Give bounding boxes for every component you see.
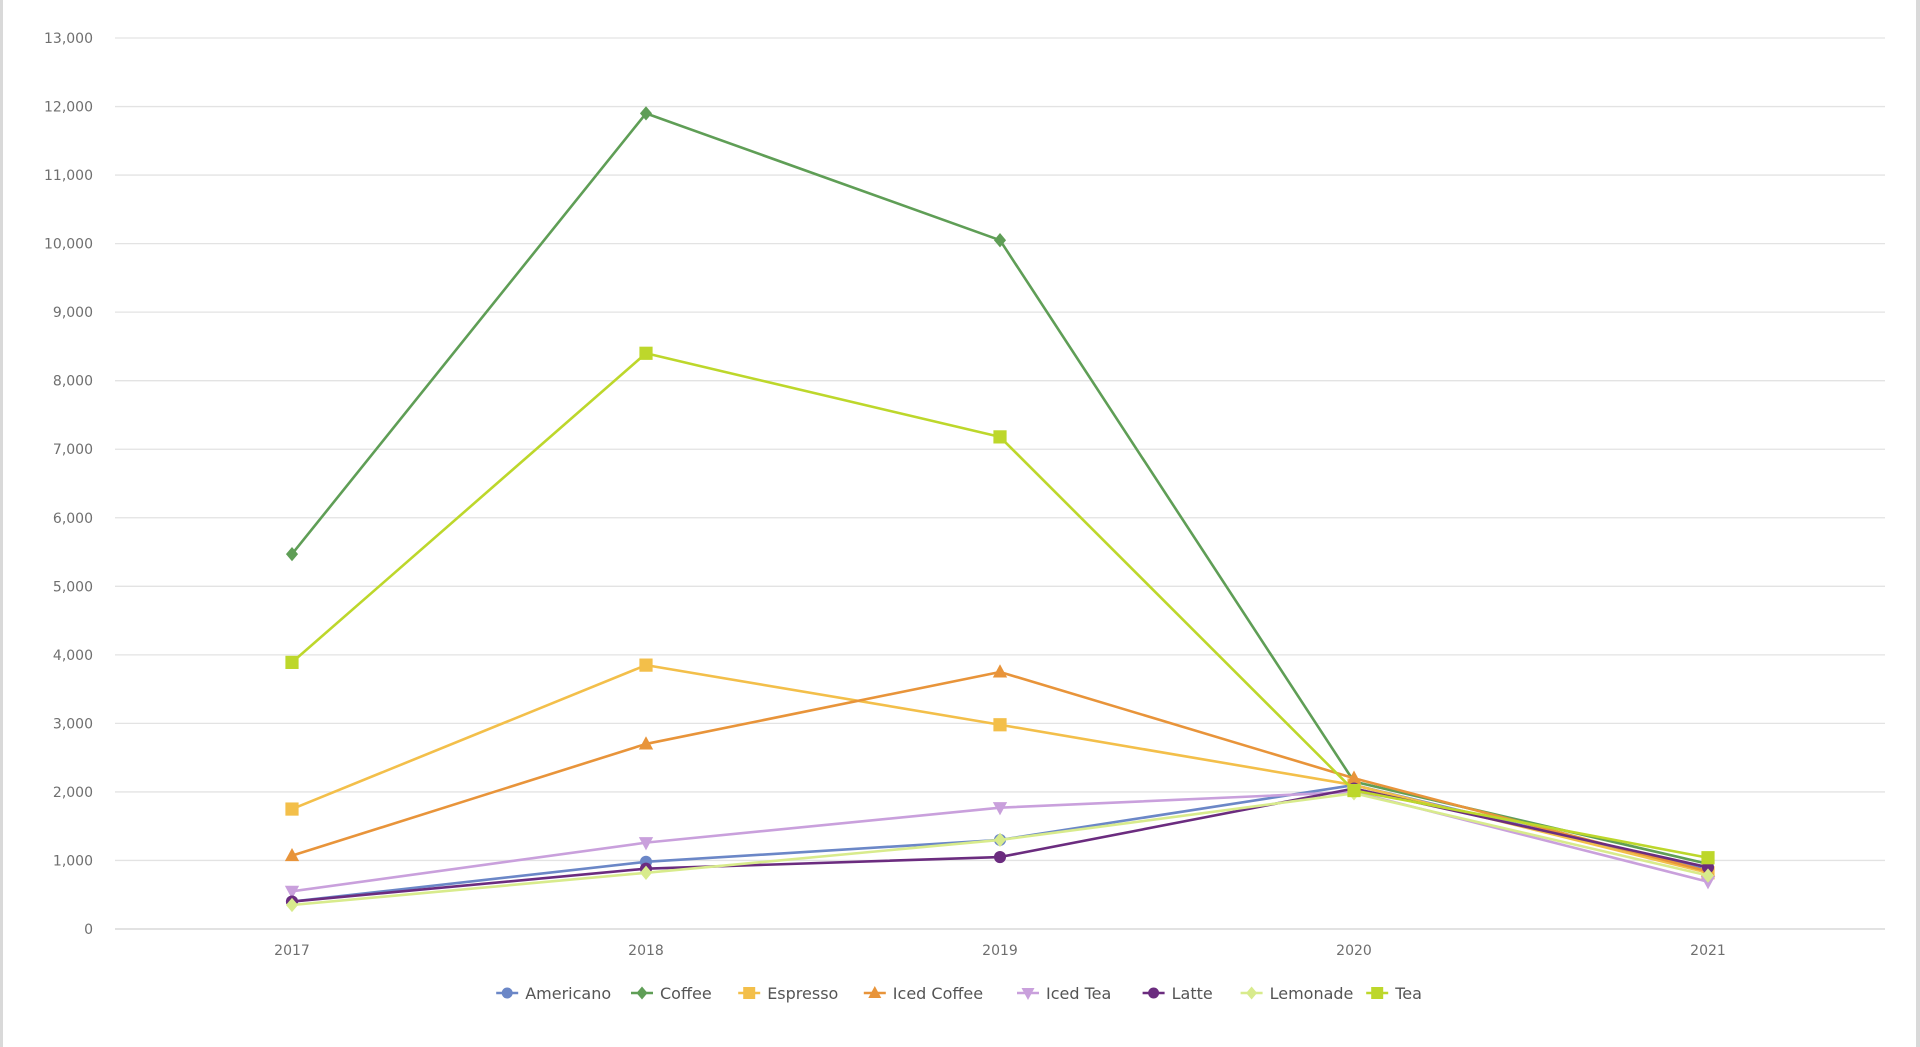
data-point[interactable]: [1701, 851, 1715, 865]
legend-label: Coffee: [660, 984, 712, 1003]
legend-item-iced-tea[interactable]: Iced Tea: [1017, 984, 1111, 1003]
diamond-marker-icon: [1246, 986, 1258, 1000]
legend-item-tea[interactable]: Tea: [1366, 984, 1422, 1003]
legend-label: Latte: [1172, 984, 1213, 1003]
y-tick-label: 13,000: [44, 31, 93, 47]
data-point[interactable]: [993, 718, 1007, 732]
data-point[interactable]: [1347, 783, 1361, 798]
series-tea[interactable]: [285, 346, 1715, 865]
legend-label: Tea: [1394, 984, 1422, 1003]
data-point[interactable]: [285, 802, 299, 816]
x-tick-label: 2021: [1690, 943, 1726, 959]
x-tick-label: 2018: [628, 943, 664, 959]
data-point[interactable]: [284, 847, 300, 862]
y-tick-label: 6,000: [53, 511, 93, 527]
data-point[interactable]: [993, 430, 1007, 444]
x-tick-label: 2019: [982, 943, 1018, 959]
circle-marker-icon: [501, 987, 513, 999]
square-marker-icon: [1371, 987, 1384, 999]
y-tick-label: 5,000: [53, 579, 93, 595]
legend-label: Iced Coffee: [893, 984, 983, 1003]
data-point[interactable]: [284, 885, 300, 900]
x-tick-label: 2017: [274, 943, 310, 959]
series-lines: [284, 106, 1716, 913]
legend-item-coffee[interactable]: Coffee: [631, 984, 712, 1003]
y-tick-label: 2,000: [53, 785, 93, 801]
y-tick-label: 1,000: [53, 853, 93, 869]
legend-label: Americano: [525, 984, 611, 1003]
legend-item-lemonade[interactable]: Lemonade: [1240, 984, 1354, 1003]
data-point[interactable]: [639, 346, 653, 360]
data-point[interactable]: [285, 897, 299, 913]
series-line: [291, 351, 1709, 859]
y-axis: 0 1,000 2,000 3,000 4,000 5,000 6,000 7,000 8,00…: [44, 31, 93, 938]
y-tick-label: 11,000: [44, 168, 93, 184]
y-tick-label: 12,000: [44, 100, 93, 116]
y-tick-label: 10,000: [44, 237, 93, 253]
y-tick-label: 0: [84, 922, 93, 938]
gridlines: [115, 37, 1885, 930]
legend-item-americano[interactable]: Americano: [496, 984, 611, 1003]
y-tick-label: 9,000: [53, 305, 93, 321]
data-point[interactable]: [992, 664, 1008, 678]
legend-label: Iced Tea: [1046, 984, 1111, 1003]
series-coffee[interactable]: [285, 106, 1715, 872]
legend-item-iced-coffee[interactable]: Iced Coffee: [863, 984, 983, 1003]
y-tick-label: 4,000: [53, 648, 93, 664]
x-tick-label: 2020: [1336, 943, 1372, 959]
series-line: [290, 112, 1709, 866]
data-point[interactable]: [639, 658, 653, 672]
legend-item-latte[interactable]: Latte: [1142, 984, 1213, 1003]
data-point[interactable]: [1346, 770, 1362, 784]
data-point[interactable]: [993, 832, 1007, 848]
data-point[interactable]: [1700, 876, 1716, 890]
y-tick-label: 8,000: [53, 374, 93, 390]
diamond-marker-icon: [636, 986, 648, 1000]
y-tick-label: 7,000: [53, 442, 93, 458]
legend-label: Lemonade: [1270, 984, 1354, 1003]
data-point[interactable]: [993, 233, 1007, 248]
legend-label: Espresso: [767, 984, 838, 1003]
data-point[interactable]: [285, 655, 299, 669]
data-point[interactable]: [638, 736, 654, 750]
triangle-down-marker-icon: [1021, 988, 1035, 1000]
legend: Americano Coffee Espresso Iced Coffee Iced T…: [496, 984, 1422, 1003]
x-axis: 2017 2018 2019 2020 2021: [274, 943, 1726, 959]
legend-item-espresso[interactable]: Espresso: [738, 984, 838, 1003]
y-tick-label: 3,000: [53, 716, 93, 732]
data-point[interactable]: [638, 837, 654, 851]
data-point[interactable]: [639, 106, 653, 121]
triangle-marker-icon: [868, 986, 882, 998]
data-point[interactable]: [285, 546, 299, 562]
circle-marker-icon: [1148, 987, 1160, 999]
data-point[interactable]: [993, 850, 1007, 864]
data-point[interactable]: [992, 802, 1008, 816]
data-point[interactable]: [1701, 868, 1715, 883]
data-point[interactable]: [639, 865, 653, 880]
square-marker-icon: [743, 987, 756, 999]
line-chart: 0 1,000 2,000 3,000 4,000 5,000 6,000 7,000 8,00…: [44, 31, 1885, 1003]
